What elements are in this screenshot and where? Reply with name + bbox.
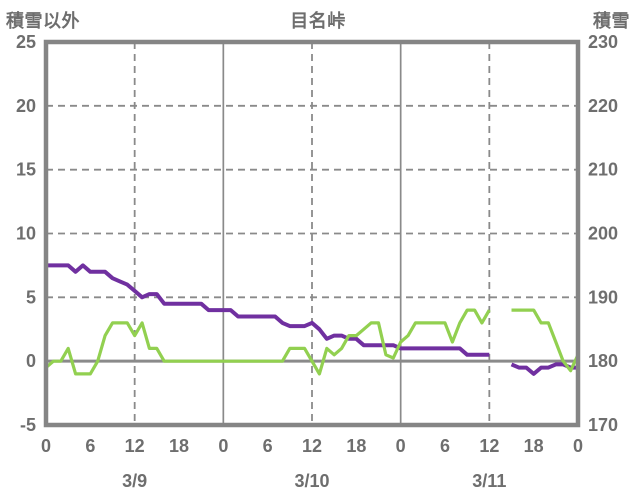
right-axis-tick-label: 190 [588, 287, 618, 307]
right-axis-tick-label: 220 [588, 96, 618, 116]
x-axis-hour-label: 0 [218, 436, 228, 456]
page-title: 目名峠 [290, 11, 346, 31]
right-axis-tick-label: 180 [588, 351, 618, 371]
right-axis-tick-label: 170 [588, 415, 618, 435]
right-axis-title: 積雪 [593, 11, 630, 31]
right-axis-tick-label: 210 [588, 160, 618, 180]
x-axis-hour-label: 18 [169, 436, 189, 456]
x-axis-hour-label: 6 [85, 436, 95, 456]
plot-border [43, 39, 581, 428]
x-axis-hour-label: 6 [440, 436, 450, 456]
x-axis-hour-label: 12 [302, 436, 322, 456]
x-axis-hour-label: 12 [479, 436, 499, 456]
x-axis-hour-label: 0 [573, 436, 583, 456]
left-axis-title: 積雪以外 [6, 11, 80, 31]
series-line-sekisetsu-igai [44, 308, 580, 376]
left-axis-tick-label: 10 [16, 224, 36, 244]
left-axis-tick-label: 15 [16, 160, 36, 180]
x-axis-hour-label: 18 [346, 436, 366, 456]
x-axis-date-label: 3/10 [294, 471, 329, 491]
x-axis-date-label: 3/11 [472, 471, 506, 491]
left-axis-tick-label: 5 [26, 287, 36, 307]
left-axis-tick-label: -5 [20, 415, 36, 435]
left-axis-tick-label: 25 [16, 32, 36, 52]
x-axis-date-label: 3/9 [122, 471, 147, 491]
x-axis-hour-label: 18 [524, 436, 544, 456]
left-axis-tick-label: 20 [16, 96, 36, 116]
x-axis-hour-label: 0 [41, 436, 51, 456]
x-axis-hour-label: 0 [396, 436, 406, 456]
left-axis-tick-label: 0 [26, 351, 36, 371]
right-axis-tick-label: 230 [588, 32, 618, 52]
right-axis-tick-label: 200 [588, 224, 618, 244]
x-axis-hour-label: 12 [125, 436, 145, 456]
x-axis-hour-label: 6 [263, 436, 273, 456]
